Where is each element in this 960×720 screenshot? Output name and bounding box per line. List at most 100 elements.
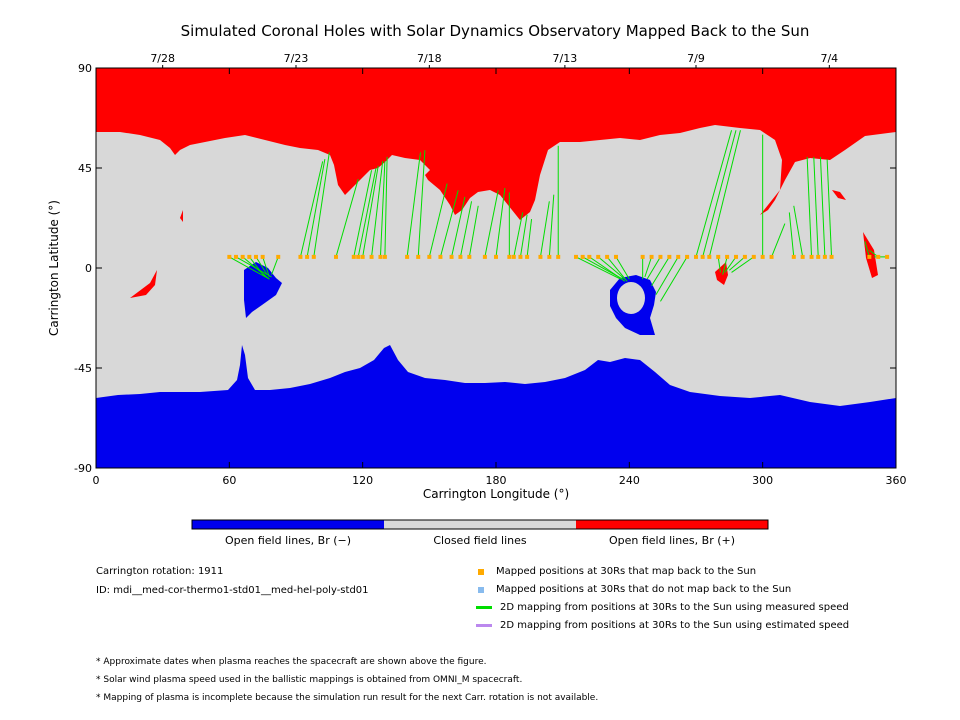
mapped-point [605,254,610,259]
mapped-point [382,254,387,259]
mapping-line [362,165,379,257]
mapping-line [597,256,626,280]
mapping-line [771,223,786,258]
mapping-line [353,170,373,257]
mapping-line [606,256,628,282]
mapping-line [495,187,506,257]
mapped-point [580,254,585,259]
note-2: * Solar wind plasma speed used in the ba… [96,675,523,685]
mapped-point [334,254,338,259]
x-tick-label: 180 [486,474,507,487]
mapping-line [313,152,330,257]
mapped-points [227,254,890,259]
mapped-point [298,254,303,259]
mapped-point [822,254,827,259]
y-tick-label: 0 [85,262,92,275]
purple-line-icon [476,624,492,627]
mapping-line [468,205,479,257]
chart-title: Simulated Coronal Holes with Solar Dynam… [181,22,810,40]
mapping-line [806,156,813,257]
mapped-point [614,254,618,259]
run-id: ID: mdi__med-cor-thermo1-std01__med-hel-… [96,585,369,596]
legend-item-unmapped: Mapped positions at 30Rs that do not map… [478,584,791,595]
mapped-point [234,254,238,259]
mapped-point [247,254,252,259]
x-tick-label: 300 [752,474,773,487]
x-tick-label: 60 [222,474,236,487]
mapped-point [816,254,821,259]
mapped-point [734,254,738,259]
mapping-line [235,256,272,278]
mapping-line [451,196,466,257]
mapped-point [694,254,698,259]
mapped-point [305,254,310,259]
note-3: * Mapping of plasma is incomplete becaus… [96,693,599,703]
top-date-label: 7/28 [150,52,175,65]
mapping-line [651,256,670,287]
mapped-point [438,254,443,259]
mapped-point [311,254,316,259]
colorbar-label-positive: Open field lines, Br (+) [608,534,736,547]
mapped-point [716,254,721,259]
mapped-point [427,254,432,259]
mapped-point [494,254,498,259]
mapped-point [676,254,681,259]
mapped-point [538,254,543,259]
mapping-line [306,159,326,257]
y-tick-label: 90 [78,62,92,75]
mapped-point [378,254,383,259]
mapping-line [379,161,386,257]
legend-item-measured: 2D mapping from positions at 30Rs to the… [476,602,849,613]
legend-label: 2D mapping from positions at 30Rs to the… [500,620,850,631]
mapped-point [276,254,281,259]
mapped-point [467,254,472,259]
mapped-point [227,254,232,259]
legend-item-mapped: Mapped positions at 30Rs that map back t… [478,566,756,577]
y-tick-label: -90 [74,462,92,475]
mapping-line [702,130,737,258]
orange-square-icon [478,568,484,575]
mapping-line [813,156,819,257]
colorbar-label-negative: Open field lines, Br (−) [224,534,352,547]
mapped-point [518,254,523,259]
mapping-line [646,256,661,280]
mapping-line [242,256,270,280]
mapping-line [357,167,377,257]
mapped-point [742,254,747,259]
mapping-line [793,205,804,257]
positive-patch-tiny [180,210,183,222]
x-tick-label: 240 [619,474,640,487]
note-1: * Approximate dates when plasma reaches … [96,657,487,667]
mapped-point [700,254,705,259]
top-date-label: 7/18 [417,52,442,65]
colorbar [191,519,769,530]
mapping-line [371,161,384,257]
mapping-line [459,201,473,257]
mapping-line [484,190,499,257]
mapping-line [255,256,268,275]
green-line-icon [476,606,492,609]
axes: 0 60 120 180 240 300 360 -90 -45 0 45 90 [74,62,906,487]
mapping-line [248,256,266,278]
y-tick-label: -45 [74,362,92,375]
mapping-line [708,130,741,258]
mapping-line [229,256,270,280]
mapping-line [864,241,870,258]
y-axis-label: Carrington Latitude (°) [47,200,61,336]
mapped-point [707,254,712,259]
colorbar-frame [191,519,769,530]
carrington-rotation: Carrington rotation: 1911 [96,566,224,577]
colorbar-negative [192,520,384,529]
mapped-point [525,254,530,259]
mapped-point [751,254,756,259]
mapped-point [449,254,454,259]
mapping-line [262,256,270,278]
x-tick-label: 0 [93,474,100,487]
positive-patch-left [130,270,157,298]
mapping-line [417,150,426,257]
negative-open-field-region [96,345,896,468]
colorbar-positive [576,520,768,529]
mapping-line [819,156,826,257]
mapped-point [876,254,881,259]
